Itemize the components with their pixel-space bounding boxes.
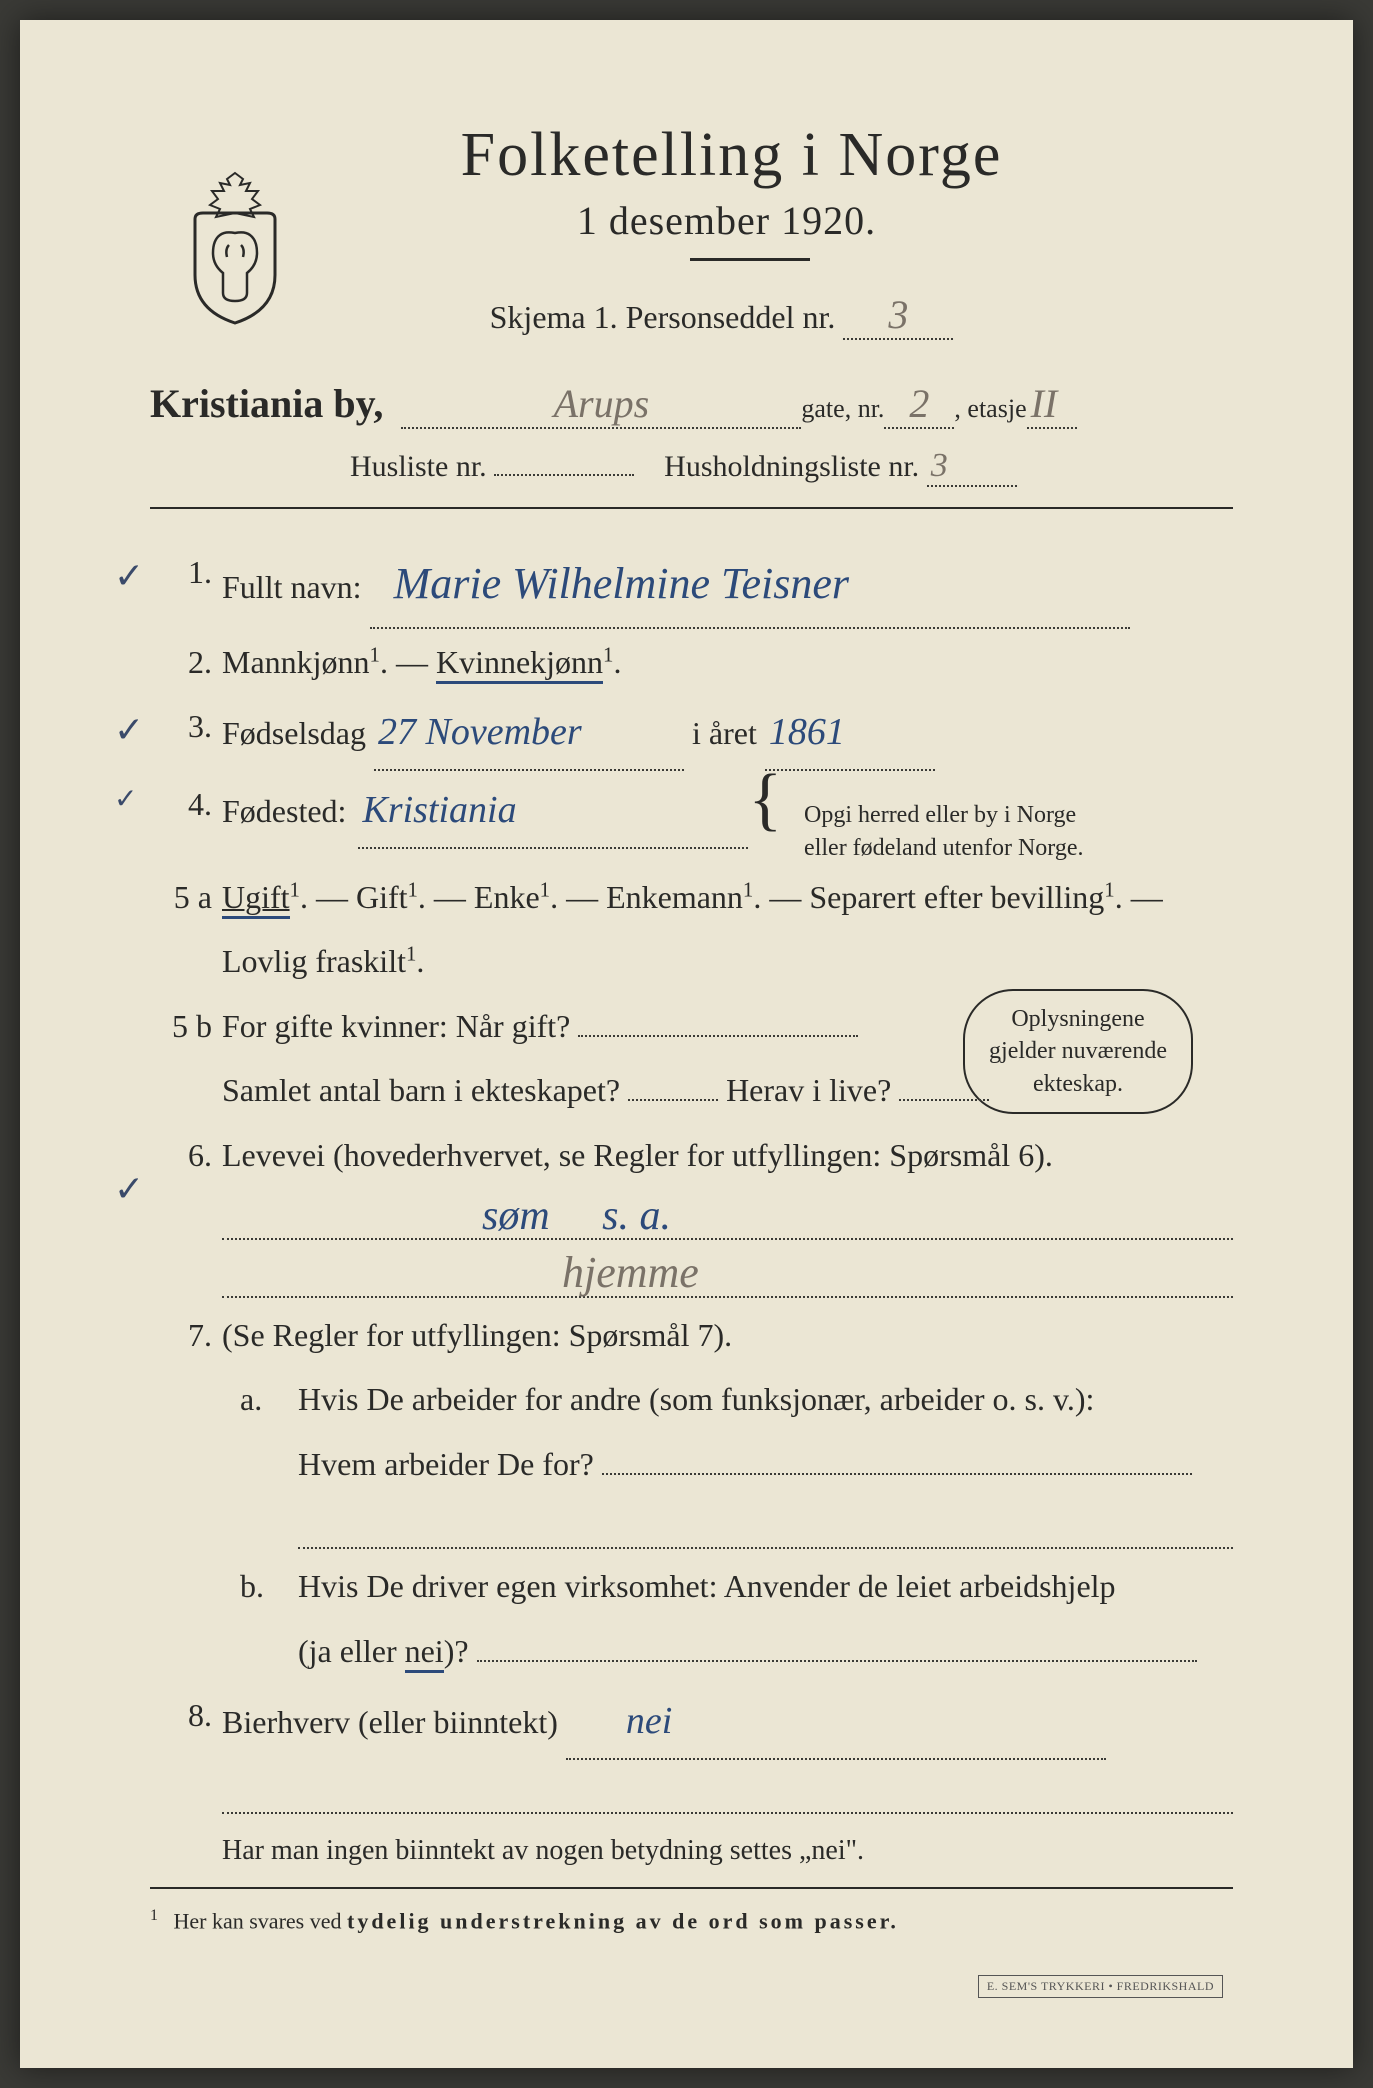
q7b-text2: (ja eller nei)? (298, 1633, 469, 1673)
gate-nr: 2 (909, 381, 929, 426)
etasje-label: , etasje (954, 394, 1026, 424)
q5a-num: 5 a (160, 866, 212, 928)
husholdning-nr: 3 (931, 447, 948, 484)
q7b-row2: (ja eller nei)? (150, 1620, 1233, 1682)
main-title: Folketelling i Norge (230, 120, 1233, 191)
q5b-row: 5 b For gifte kvinner: Når gift? Oplysni… (150, 995, 1233, 1057)
skjema-line: Skjema 1. Personseddel nr. 3 (210, 291, 1233, 340)
q3-year-label: i året (692, 715, 757, 751)
q2-row: 2. Mannkjønn1. — Kvinnekjønn1. (150, 631, 1233, 693)
q7b-row: b. Hvis De driver egen virksomhet: Anven… (150, 1555, 1233, 1617)
q6-num: 6. (160, 1124, 212, 1186)
q3-label: Fødselsdag (222, 715, 366, 751)
brace-icon: { (748, 775, 782, 824)
q5b-gift-value (578, 1035, 858, 1037)
divider (150, 507, 1233, 509)
q6-value1: søm s. a. (482, 1192, 671, 1240)
q3-day: 27 November (378, 711, 582, 753)
q7-label: (Se Regler for utfyllingen: Spørsmål 7). (222, 1317, 732, 1353)
skjema-label: Skjema 1. Personseddel nr. (490, 299, 836, 335)
footer-note2: 1 Her kan svares ved tydelig understrekn… (150, 1907, 1233, 1934)
q5a-fraskilt: Lovlig fraskilt (222, 943, 406, 979)
printer-stamp: E. SEM'S TRYKKERI • FREDRIKSHALD (978, 1975, 1223, 1998)
footer-rule (150, 1887, 1233, 1889)
q5a-separert: Separert efter bevilling (809, 879, 1104, 915)
q7a-blank (298, 1497, 1233, 1549)
q7-num: 7. (160, 1304, 212, 1366)
gate-label: gate, nr. (801, 394, 884, 424)
q4-value: Kristiania (362, 789, 516, 831)
city-label: Kristiania by, (150, 380, 383, 427)
q8-num: 8. (160, 1684, 212, 1746)
etasje-value: II (1031, 381, 1058, 426)
q6-value-row1: søm s. a. (222, 1188, 1233, 1240)
q5a-ugift: Ugift (222, 879, 290, 919)
q2-kvinne: Kvinnekjønn (436, 644, 603, 684)
husliste-label: Husliste nr. (350, 450, 487, 483)
husliste-line: Husliste nr. Husholdningsliste nr. 3 (150, 447, 1233, 487)
q5a-enkemann: Enkemann (606, 879, 743, 915)
q8-label: Bierhverv (eller biinntekt) (222, 1704, 558, 1740)
q7b-text1: Hvis De driver egen virksomhet: Anvender… (298, 1568, 1116, 1604)
q4-note: Opgi herred eller by i Norge eller fødel… (804, 799, 1083, 864)
title-rule (690, 258, 810, 261)
q3-year: 1861 (769, 711, 845, 753)
q2-mann: Mannkjønn (222, 644, 370, 680)
q1-label: Fullt navn: (222, 569, 362, 605)
q8-row: 8. Bierhverv (eller biinntekt) nei (150, 1684, 1233, 1760)
q1-value: Marie Wilhelmine Teisner (394, 559, 849, 608)
coat-of-arms-icon (175, 165, 295, 325)
q7b-label: b. (240, 1555, 264, 1617)
street-value: Arups (554, 381, 650, 426)
q5b-line2b: Herav i live? (726, 1072, 891, 1108)
q3-num: 3. (160, 695, 212, 757)
q5b-line2a: Samlet antal barn i ekteskapet? (222, 1072, 620, 1108)
address-line: Kristiania by, Arups gate, nr. 2 , etasj… (150, 380, 1233, 429)
q6-value2: hjemme (562, 1247, 699, 1298)
check-icon: ✓ (114, 1154, 144, 1224)
check-icon: ✓ (114, 541, 144, 611)
title-block: Folketelling i Norge 1 desember 1920. (150, 120, 1233, 261)
q5b-num: 5 b (160, 995, 212, 1057)
q7a-label: a. (240, 1368, 262, 1430)
q8-blank (222, 1762, 1233, 1814)
census-form-page: Folketelling i Norge 1 desember 1920. Sk… (20, 20, 1353, 2068)
q1-row: ✓ 1. Fullt navn: Marie Wilhelmine Teisne… (150, 541, 1233, 629)
q1-num: 1. (160, 541, 212, 603)
husliste-nr (494, 474, 634, 476)
q5a-row: 5 a Ugift1. — Gift1. — Enke1. — Enkemann… (150, 866, 1233, 928)
q7a-row: a. Hvis De arbeider for andre (som funks… (150, 1368, 1233, 1430)
q7a-row2: Hvem arbeider De for? (150, 1433, 1233, 1495)
q5b-line1: For gifte kvinner: Når gift? (222, 1008, 570, 1044)
husholdning-label: Husholdningsliste nr. (664, 450, 919, 483)
q6-row: ✓ 6. Levevei (hovederhvervet, se Regler … (150, 1124, 1233, 1186)
q4-num: 4. (160, 773, 212, 835)
check-icon: ✓ (114, 695, 144, 765)
q8-value: nei (626, 1700, 672, 1742)
check-icon: ✓ (114, 773, 137, 828)
q3-row: ✓ 3. Fødselsdag 27 November i året 1861 (150, 695, 1233, 771)
date-line: 1 desember 1920. (220, 197, 1233, 244)
footer-note1: Har man ingen biinntekt av nogen betydni… (150, 1824, 1233, 1879)
q5a-row2: Lovlig fraskilt1. (150, 930, 1233, 992)
q4-label: Fødested: (222, 780, 346, 842)
q5a-enke: Enke (474, 879, 540, 915)
personseddel-nr: 3 (888, 292, 908, 337)
q7-row: 7. (Se Regler for utfyllingen: Spørsmål … (150, 1304, 1233, 1366)
q7a-text2: Hvem arbeider De for? (298, 1446, 594, 1482)
crest-svg (175, 165, 295, 325)
q2-dash: — (396, 644, 436, 680)
q6-value-row2: hjemme (222, 1246, 1233, 1298)
q6-label: Levevei (hovederhvervet, se Regler for u… (222, 1137, 1053, 1173)
q5b-row2: Samlet antal barn i ekteskapet? Herav i … (150, 1059, 1233, 1121)
q4-row: ✓ 4. Fødested: Kristiania { Opgi herred … (150, 773, 1233, 864)
q5a-gift: Gift (356, 879, 408, 915)
q7a-text1: Hvis De arbeider for andre (som funksjon… (298, 1381, 1094, 1417)
q2-num: 2. (160, 631, 212, 693)
